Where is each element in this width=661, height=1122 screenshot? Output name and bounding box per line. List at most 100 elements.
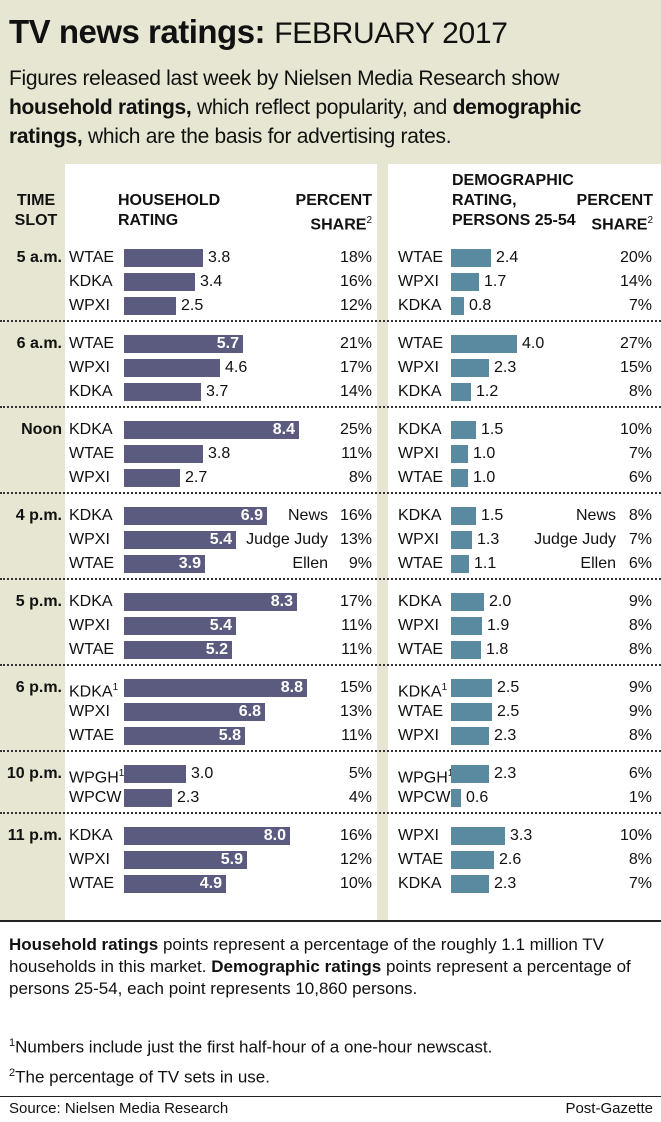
demographic-value: 1.0 (473, 445, 496, 462)
household-bar (124, 335, 243, 353)
demographic-bar (451, 469, 468, 487)
demographic-station: WTAE (398, 703, 444, 720)
household-bar (124, 617, 236, 635)
demographic-share: 8% (628, 383, 652, 400)
household-share: 5% (348, 765, 372, 782)
household-value: 5.2 (205, 641, 228, 658)
group-separator (0, 492, 661, 494)
demographic-bar (451, 273, 479, 291)
title-bold: TV news ratings: (9, 13, 266, 50)
household-bar (124, 789, 172, 807)
household-station: WPXI (69, 531, 110, 548)
demographic-station: WPXI (398, 727, 439, 744)
household-share: 15% (339, 679, 372, 696)
intro-text: Figures released last week by Nielsen Me… (9, 64, 654, 151)
demographic-station: WTAE (398, 851, 444, 868)
demographic-value: 1.1 (474, 555, 497, 572)
group-separator (0, 406, 661, 408)
demographic-value: 0.8 (469, 297, 492, 314)
household-share: 13% (339, 531, 372, 548)
household-station: WPGH1 (69, 768, 125, 787)
demographic-share: 15% (619, 359, 652, 376)
household-station: WPXI (69, 703, 110, 720)
household-value: 2.3 (177, 789, 200, 806)
household-value: 8.4 (272, 421, 295, 438)
household-share: 16% (339, 507, 372, 524)
group-separator (0, 320, 661, 322)
time-slot-label: 5 p.m. (15, 593, 62, 610)
demographic-share: 8% (628, 727, 652, 744)
intro-p2: which reflect popularity, and (191, 96, 453, 119)
demographic-bar (451, 297, 464, 315)
demographic-value: 1.5 (481, 507, 504, 524)
demographic-bar (451, 827, 505, 845)
header-time-slot: TIME SLOT (14, 192, 58, 229)
demographic-station: WTAE (398, 335, 444, 352)
household-station: WTAE (69, 875, 115, 892)
household-value: 3.0 (191, 765, 214, 782)
household-share: 10% (339, 875, 372, 892)
demographic-share: 20% (619, 249, 652, 266)
demographic-value: 1.3 (477, 531, 500, 548)
footnote-ratings: Household ratings points represent a per… (9, 935, 631, 998)
footer-notes: Household ratings points represent a per… (0, 920, 661, 1102)
household-value: 5.4 (209, 617, 232, 634)
household-share: 18% (339, 249, 372, 266)
source-bar: Source: Nielsen Media Research Post-Gaze… (0, 1096, 661, 1122)
household-station: KDKA (69, 273, 113, 290)
demographic-share: 14% (619, 273, 652, 290)
time-slot-label: 11 p.m. (7, 827, 62, 844)
demographic-value: 3.3 (510, 827, 533, 844)
demographic-bar (451, 851, 494, 869)
household-value: 5.9 (220, 851, 243, 868)
household-share: 16% (339, 827, 372, 844)
demographic-value: 1.7 (484, 273, 507, 290)
demographic-value: 1.5 (481, 421, 504, 438)
demographic-value: 2.3 (494, 359, 517, 376)
household-station: WTAE (69, 555, 115, 572)
demographic-bar (451, 765, 489, 783)
demographic-station: KDKA (398, 593, 442, 610)
household-station: WPXI (69, 297, 110, 314)
footnote-1: 1Numbers include just the first half-hou… (9, 1037, 493, 1057)
household-share: 16% (339, 273, 372, 290)
demographic-station: WPXI (398, 273, 439, 290)
household-bar (124, 593, 297, 611)
household-bar (124, 555, 205, 573)
household-value: 3.8 (208, 249, 231, 266)
household-value: 4.6 (225, 359, 248, 376)
group-separator (0, 750, 661, 752)
demographic-share: 9% (628, 593, 652, 610)
demographic-share: 9% (628, 679, 652, 696)
household-value: 3.8 (208, 445, 231, 462)
time-slot-column-bg (0, 164, 65, 920)
demographic-share: 10% (619, 827, 652, 844)
demographic-share: 7% (628, 875, 652, 892)
header-percent-share-left: PERCENT SHARE2 (295, 192, 372, 234)
intro-p1: Figures released last week by Nielsen Me… (9, 67, 560, 90)
demographic-share: 7% (628, 445, 652, 462)
demographic-share: 6% (628, 469, 652, 486)
household-share: 17% (339, 359, 372, 376)
household-value: 8.0 (263, 827, 286, 844)
household-value: 6.9 (240, 507, 263, 524)
household-station: WPXI (69, 851, 110, 868)
household-share: 12% (339, 297, 372, 314)
household-share: 11% (341, 445, 372, 462)
demographic-value: 0.6 (466, 789, 489, 806)
demographic-bar (451, 383, 471, 401)
demographic-bar (451, 593, 484, 611)
household-bar (124, 507, 267, 525)
household-station: KDKA (69, 507, 113, 524)
demographic-station: KDKA (398, 875, 442, 892)
header-percent-share-right: PERCENT SHARE2 (576, 192, 653, 234)
footnote-2: 2The percentage of TV sets in use. (9, 1067, 270, 1087)
time-slot-label: 6 p.m. (15, 679, 62, 696)
group-separator (0, 812, 661, 814)
title-date: FEBRUARY 2017 (274, 17, 508, 50)
demographic-value: 1.9 (487, 617, 510, 634)
program-name: Ellen (580, 555, 616, 572)
demographic-bar (451, 359, 489, 377)
demographic-station: WPXI (398, 617, 439, 634)
household-share: 4% (348, 789, 372, 806)
